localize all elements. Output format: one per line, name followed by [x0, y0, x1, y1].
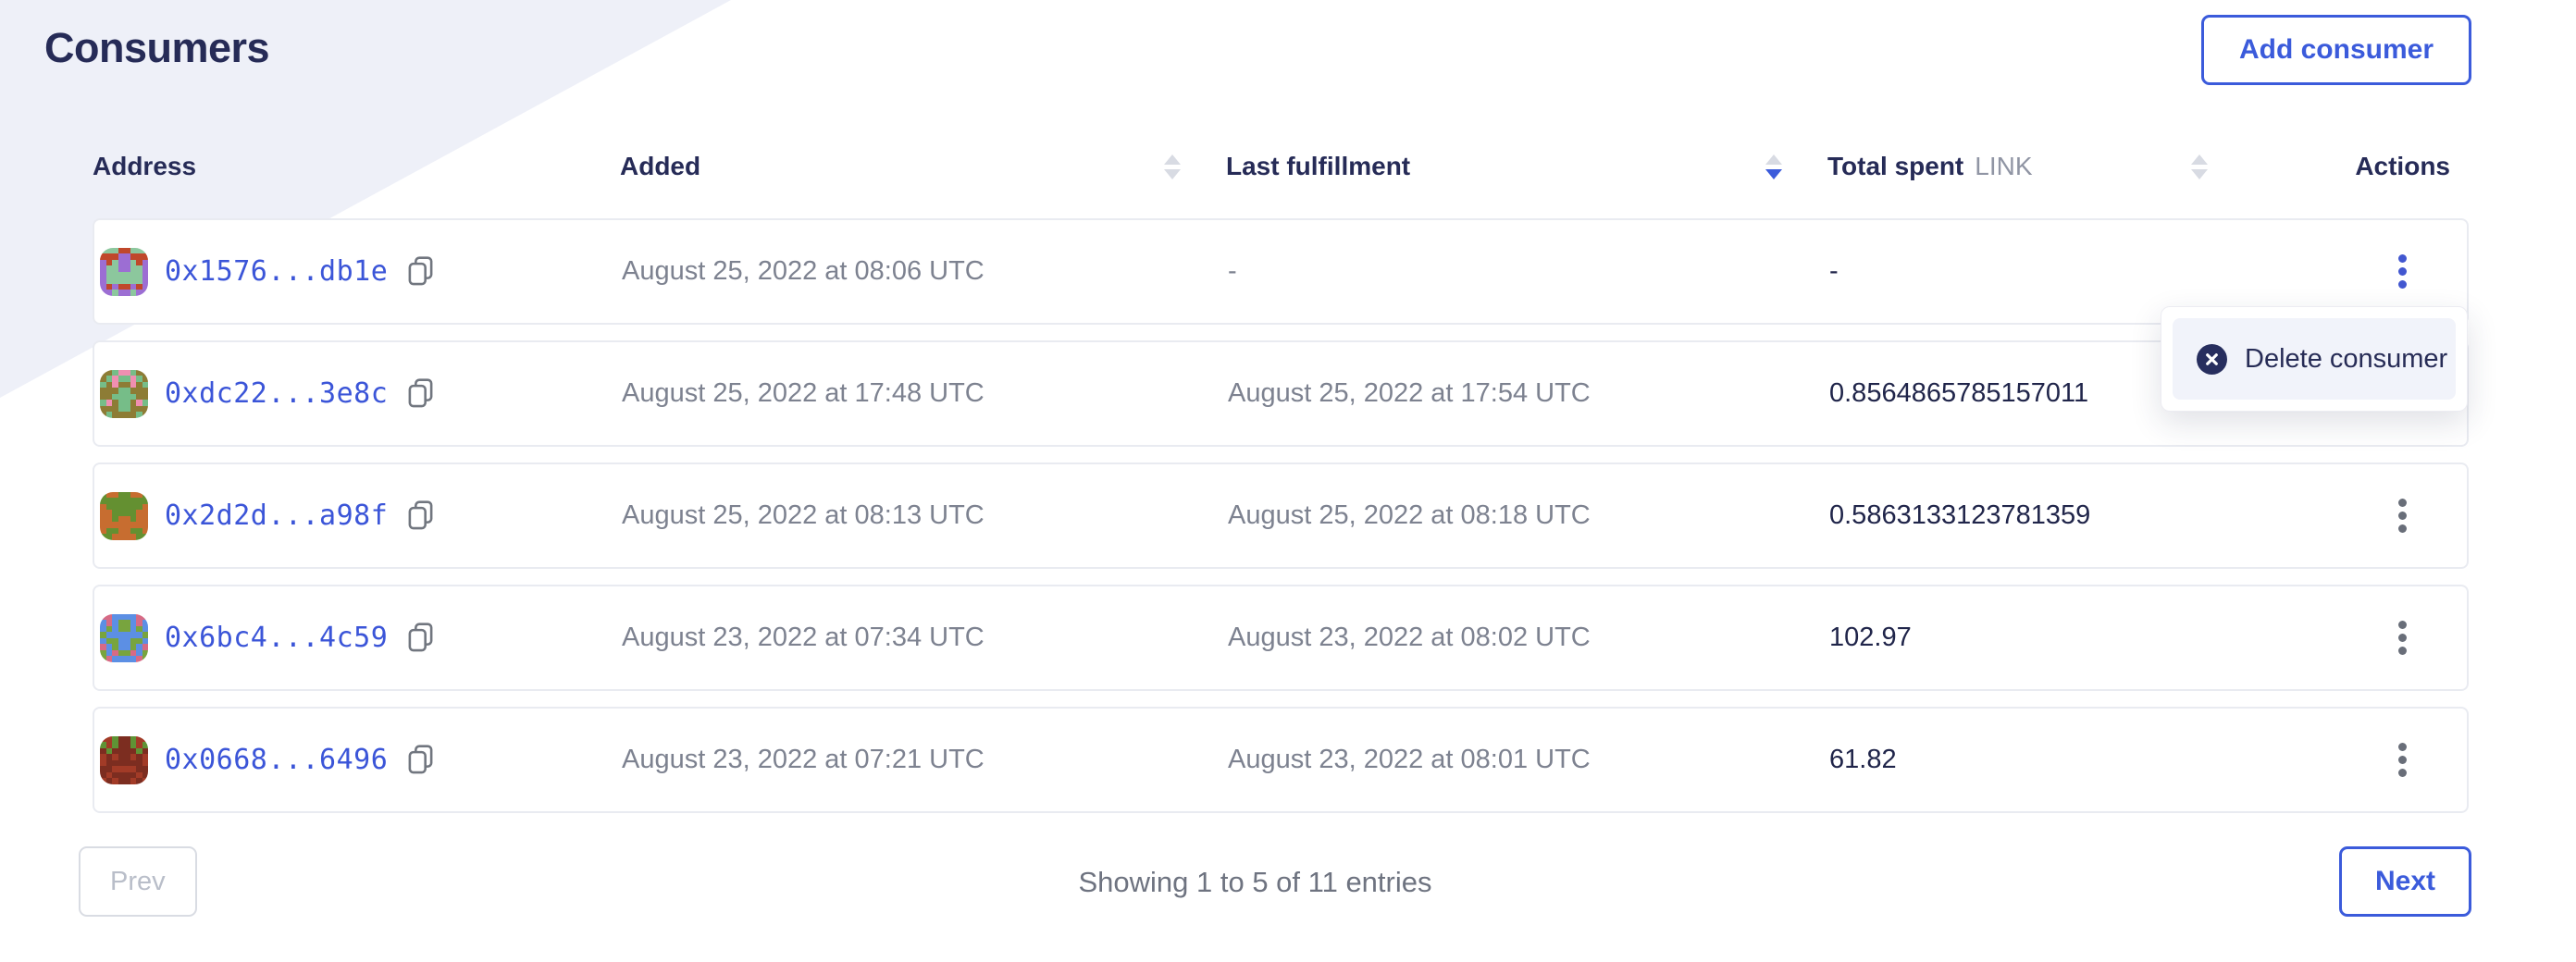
actions-cell — [2255, 611, 2467, 664]
row-actions-kebab-icon[interactable] — [2389, 611, 2416, 664]
consumer-address-link[interactable]: 0x1576...db1e — [165, 255, 389, 288]
total-spent-cell: 61.82 — [1829, 745, 1897, 774]
sort-icon[interactable] — [1765, 154, 1782, 179]
consumer-address-link[interactable]: 0xdc22...3e8c — [165, 377, 389, 410]
consumer-address-link[interactable]: 0x2d2d...a98f — [165, 500, 389, 532]
copy-address-icon[interactable] — [406, 377, 435, 410]
added-cell: August 25, 2022 at 08:06 UTC — [622, 256, 985, 286]
next-page-button[interactable]: Next — [2338, 846, 2471, 917]
sort-icon[interactable] — [2191, 154, 2208, 179]
last-fulfillment-cell: August 25, 2022 at 17:54 UTC — [1228, 378, 1591, 408]
column-header-added: Added — [620, 152, 1226, 181]
copy-address-icon[interactable] — [406, 622, 435, 654]
column-header-last-fulfillment: Last fulfillment — [1226, 152, 1827, 181]
total-spent-unit: LINK — [1975, 152, 2033, 180]
table-row: 0x2d2d...a98f August 25, 2022 at 08:13 UT… — [93, 462, 2469, 569]
last-fulfillment-cell: August 25, 2022 at 08:18 UTC — [1228, 500, 1591, 530]
prev-page-button[interactable]: Prev — [79, 846, 197, 917]
add-consumer-button[interactable]: Add consumer — [2200, 15, 2471, 85]
address-cell: 0x1576...db1e — [94, 247, 622, 296]
sort-icon[interactable] — [1164, 154, 1181, 179]
last-fulfillment-cell: - — [1228, 256, 1237, 286]
circle-x-icon — [2197, 343, 2227, 375]
delete-consumer-menu-item[interactable]: Delete consumer — [2173, 318, 2456, 400]
last-fulfillment-cell: August 23, 2022 at 08:01 UTC — [1228, 745, 1591, 774]
column-header-address: Address — [93, 152, 197, 180]
added-cell: August 23, 2022 at 07:21 UTC — [622, 745, 985, 774]
copy-address-icon[interactable] — [406, 255, 435, 288]
total-spent-cell: 102.97 — [1829, 623, 1912, 652]
table-row: 0xdc22...3e8c August 25, 2022 at 17:48 UT… — [93, 340, 2469, 447]
added-cell: August 23, 2022 at 07:34 UTC — [622, 623, 985, 652]
column-header-actions: Actions — [2355, 152, 2450, 180]
identicon-avatar — [100, 491, 148, 540]
table-header: Address Added Last fulfillment Total spe… — [93, 137, 2469, 196]
row-actions-kebab-icon[interactable] — [2389, 245, 2416, 298]
total-spent-cell: 0.5863133123781359 — [1829, 500, 2091, 530]
address-cell: 0x0668...6496 — [94, 735, 622, 784]
added-cell: August 25, 2022 at 08:13 UTC — [622, 500, 985, 530]
column-header-total-spent: Total spent LINK — [1827, 152, 2253, 181]
row-actions-kebab-icon[interactable] — [2389, 489, 2416, 542]
consumer-address-link[interactable]: 0x6bc4...4c59 — [165, 622, 389, 654]
consumers-table-body: 0x1576...db1e August 25, 2022 at 08:06 UT… — [93, 218, 2469, 829]
row-actions-menu: Delete consumer — [2161, 306, 2468, 412]
address-cell: 0xdc22...3e8c — [94, 369, 622, 418]
table-row: 0x6bc4...4c59 August 23, 2022 at 07:34 UT… — [93, 585, 2469, 691]
actions-cell — [2255, 489, 2467, 542]
table-row: 0x1576...db1e August 25, 2022 at 08:06 UT… — [93, 218, 2469, 325]
pagination-status: Showing 1 to 5 of 11 entries — [1078, 866, 1432, 898]
actions-cell — [2255, 245, 2467, 298]
last-fulfillment-cell: August 23, 2022 at 08:02 UTC — [1228, 623, 1591, 652]
address-cell: 0x2d2d...a98f — [94, 491, 622, 540]
page-title: Consumers — [44, 24, 270, 71]
copy-address-icon[interactable] — [406, 744, 435, 776]
added-cell: August 25, 2022 at 17:48 UTC — [622, 378, 985, 408]
copy-address-icon[interactable] — [406, 500, 435, 532]
address-cell: 0x6bc4...4c59 — [94, 613, 622, 662]
actions-cell — [2255, 734, 2467, 786]
table-row: 0x0668...6496 August 23, 2022 at 07:21 UT… — [93, 707, 2469, 813]
total-spent-cell: - — [1829, 256, 1839, 286]
identicon-avatar — [100, 247, 148, 296]
menu-item-label: Delete consumer — [2245, 343, 2448, 374]
consumer-address-link[interactable]: 0x0668...6496 — [165, 744, 389, 776]
identicon-avatar — [100, 735, 148, 784]
row-actions-kebab-icon[interactable] — [2389, 734, 2416, 786]
identicon-avatar — [100, 613, 148, 662]
identicon-avatar — [100, 369, 148, 418]
total-spent-cell: 0.8564865785157011 — [1829, 378, 2089, 408]
